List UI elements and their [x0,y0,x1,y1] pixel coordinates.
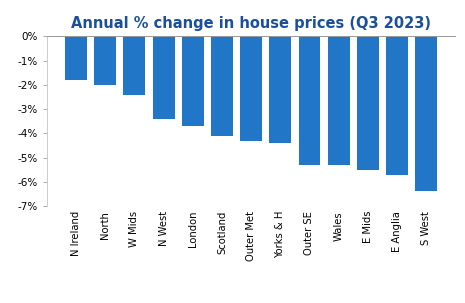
Bar [415,36,437,191]
Bar [65,36,87,80]
Title: Annual % change in house prices (Q3 2023): Annual % change in house prices (Q3 2023… [71,16,431,31]
Bar [153,36,174,119]
Bar [269,36,291,143]
Bar [211,36,233,136]
Bar [123,36,146,95]
Bar [299,36,320,165]
Bar [357,36,379,170]
Bar [94,36,116,85]
Bar [182,36,204,126]
Bar [386,36,408,175]
Bar [328,36,350,165]
Bar [240,36,262,141]
